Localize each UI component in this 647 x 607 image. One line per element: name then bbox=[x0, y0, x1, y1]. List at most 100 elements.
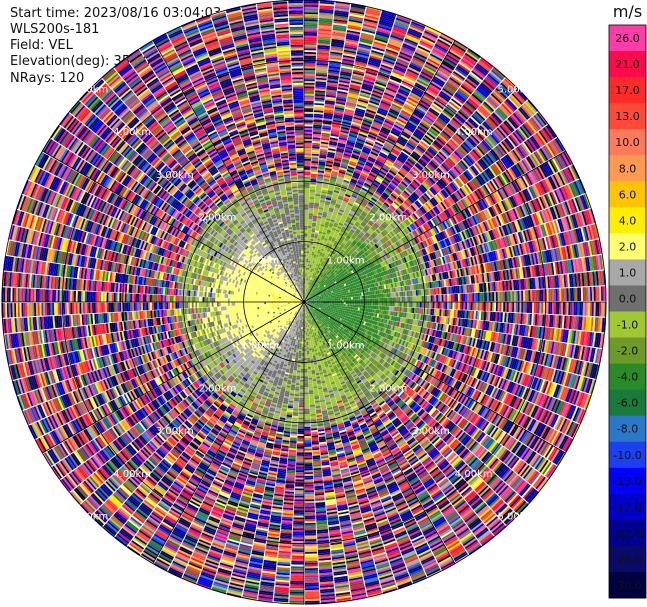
velocity-gate bbox=[309, 215, 313, 217]
velocity-gate bbox=[340, 298, 342, 300]
velocity-gate bbox=[445, 295, 447, 302]
velocity-gate bbox=[304, 70, 315, 72]
velocity-gate bbox=[308, 226, 312, 228]
velocity-gate bbox=[304, 104, 314, 106]
velocity-gate bbox=[369, 295, 371, 298]
velocity-gate bbox=[304, 56, 316, 58]
velocity-gate bbox=[308, 228, 312, 230]
velocity-gate bbox=[304, 57, 316, 59]
velocity-gate bbox=[304, 197, 309, 199]
velocity-gate bbox=[307, 275, 309, 277]
velocity-gate bbox=[306, 266, 308, 268]
velocity-gate bbox=[307, 235, 310, 237]
velocity-gate bbox=[487, 292, 489, 301]
velocity-gate bbox=[304, 155, 311, 157]
velocity-gate bbox=[528, 290, 530, 301]
velocity-gate bbox=[304, 108, 313, 110]
velocity-gate bbox=[306, 279, 307, 281]
velocity-gate bbox=[304, 112, 313, 114]
velocity-gate bbox=[304, 117, 313, 119]
velocity-gate bbox=[305, 273, 307, 275]
velocity-gate bbox=[304, 177, 310, 179]
velocity-gate bbox=[304, 144, 312, 146]
velocity-gate bbox=[371, 298, 373, 301]
velocity-gate bbox=[333, 299, 335, 301]
velocity-gate bbox=[308, 261, 310, 263]
velocity-gate bbox=[525, 290, 527, 301]
velocity-gate bbox=[326, 298, 328, 299]
velocity-gate bbox=[308, 233, 311, 235]
velocity-gate bbox=[391, 297, 393, 301]
velocity-gate bbox=[380, 302, 382, 306]
velocity-gate bbox=[356, 296, 358, 299]
velocity-gate bbox=[304, 221, 308, 223]
velocity-gate bbox=[308, 273, 310, 275]
velocity-gate bbox=[375, 298, 377, 302]
velocity-gate bbox=[304, 210, 309, 212]
velocity-gate bbox=[411, 296, 413, 301]
velocity-gate bbox=[355, 297, 357, 300]
velocity-gate bbox=[440, 295, 442, 302]
velocity-gate bbox=[349, 300, 351, 302]
velocity-gate bbox=[308, 264, 310, 266]
velocity-gate bbox=[304, 101, 314, 103]
velocity-gate bbox=[304, 115, 313, 117]
velocity-gate bbox=[373, 298, 375, 301]
velocity-gate bbox=[371, 302, 373, 305]
velocity-gate bbox=[305, 282, 306, 284]
velocity-gate bbox=[304, 21, 318, 23]
velocity-gate bbox=[304, 235, 307, 237]
velocity-gate bbox=[442, 295, 444, 302]
velocity-gate bbox=[331, 296, 333, 298]
velocity-gate bbox=[367, 295, 369, 298]
velocity-gate bbox=[329, 295, 331, 297]
velocity-gate bbox=[307, 250, 310, 252]
velocity-gate bbox=[309, 257, 311, 259]
velocity-gate bbox=[309, 266, 311, 268]
velocity-gate bbox=[384, 298, 386, 302]
velocity-gate bbox=[307, 268, 309, 270]
velocity-gate bbox=[496, 292, 498, 301]
velocity-gate bbox=[304, 224, 308, 226]
velocity-gate bbox=[362, 302, 364, 305]
velocity-gate bbox=[385, 293, 387, 297]
velocity-gate bbox=[304, 215, 308, 217]
velocity-gate bbox=[512, 291, 514, 301]
velocity-gate bbox=[304, 66, 316, 68]
velocity-gate bbox=[351, 297, 353, 300]
velocity-gate bbox=[324, 299, 326, 300]
velocity-gate bbox=[304, 27, 317, 29]
velocity-gate bbox=[304, 179, 310, 181]
velocity-gate bbox=[308, 222, 312, 224]
velocity-gate bbox=[367, 299, 369, 302]
velocity-gate bbox=[304, 242, 307, 244]
velocity-gate bbox=[501, 292, 503, 302]
velocity-gate bbox=[371, 295, 373, 298]
velocity-gate bbox=[305, 280, 306, 282]
velocity-gate bbox=[344, 300, 346, 302]
velocity-gate bbox=[338, 296, 340, 298]
velocity-gate bbox=[429, 295, 431, 301]
velocity-gate bbox=[447, 294, 449, 301]
velocity-gate bbox=[307, 248, 310, 250]
velocity-gate bbox=[304, 188, 310, 190]
velocity-gate bbox=[347, 300, 349, 302]
velocity-gate bbox=[471, 293, 473, 301]
velocity-gate bbox=[304, 208, 309, 210]
velocity-gate bbox=[404, 297, 406, 302]
velocity-gate bbox=[308, 231, 312, 233]
velocity-gate bbox=[309, 270, 311, 272]
velocity-gate bbox=[304, 170, 310, 172]
velocity-gate bbox=[306, 268, 308, 270]
velocity-gate bbox=[336, 297, 338, 299]
velocity-gate bbox=[309, 268, 311, 270]
velocity-gate bbox=[507, 291, 509, 301]
velocity-gate bbox=[376, 302, 378, 306]
velocity-gate bbox=[307, 242, 310, 244]
velocity-gate bbox=[315, 301, 317, 302]
velocity-gate bbox=[375, 302, 377, 306]
velocity-gate bbox=[308, 217, 312, 219]
velocity-gate bbox=[333, 297, 335, 299]
velocity-gate bbox=[537, 290, 539, 301]
velocity-gate bbox=[304, 90, 314, 92]
